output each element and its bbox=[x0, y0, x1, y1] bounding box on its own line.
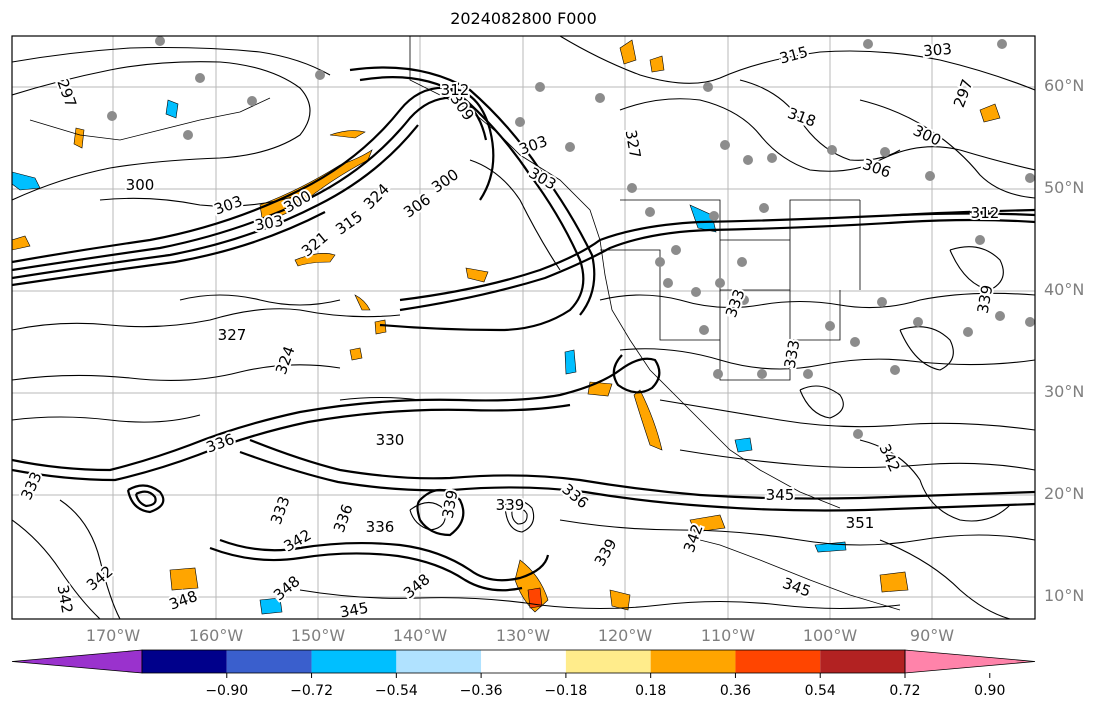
colorbar-tick-label: −0.90 bbox=[205, 683, 249, 699]
lon-label: 100°W bbox=[802, 626, 858, 645]
lon-label: 130°W bbox=[495, 626, 551, 645]
lat-label: 50°N bbox=[1044, 178, 1085, 197]
lat-label: 20°N bbox=[1044, 484, 1085, 503]
contour-label: 339 bbox=[496, 496, 525, 514]
map-title: 2024082800 F000 bbox=[450, 9, 597, 28]
lat-label: 30°N bbox=[1044, 382, 1085, 401]
contour-label: 303 bbox=[923, 40, 953, 60]
lat-label: 40°N bbox=[1044, 280, 1085, 299]
colorbar-segment bbox=[820, 650, 905, 673]
lon-label: 110°W bbox=[700, 626, 756, 645]
colorbar-segment bbox=[650, 650, 736, 673]
lon-label: 120°W bbox=[597, 626, 653, 645]
colorbar-tick-label: −0.18 bbox=[544, 683, 588, 699]
lon-label: 90°W bbox=[909, 626, 955, 645]
lon-label: 160°W bbox=[188, 626, 244, 645]
colorbar-segment bbox=[311, 650, 397, 673]
lon-label: 140°W bbox=[392, 626, 448, 645]
station-markers bbox=[107, 36, 1035, 439]
lat-label: 10°N bbox=[1044, 586, 1085, 605]
colorbar-tick-label: 0.54 bbox=[804, 683, 836, 699]
colorbar-segment bbox=[396, 650, 482, 673]
colorbar-extend-low bbox=[11, 649, 143, 674]
colorbar-tick-label: −0.36 bbox=[459, 683, 503, 699]
contour-label: 303 bbox=[253, 212, 284, 235]
major-contours bbox=[12, 66, 1035, 592]
lon-label: 170°W bbox=[85, 626, 141, 645]
colorbar-tick-label: 0.36 bbox=[719, 683, 752, 699]
colorbar-tick-label: 0.18 bbox=[635, 683, 667, 699]
minor-contours bbox=[12, 36, 1035, 619]
colorbar-segment bbox=[481, 650, 566, 673]
colorbar bbox=[11, 649, 1036, 678]
contour-label: 336 bbox=[366, 518, 395, 536]
contour-label: 327 bbox=[218, 326, 247, 344]
map-frame bbox=[11, 35, 1036, 620]
contour-label: 351 bbox=[846, 514, 875, 532]
contour-label: 300 bbox=[126, 176, 155, 194]
boundaries bbox=[29, 36, 901, 611]
contour-label: 312 bbox=[441, 81, 470, 99]
colorbar-segment bbox=[565, 650, 651, 673]
lon-label: 150°W bbox=[290, 626, 346, 645]
colorbar-outline bbox=[141, 649, 906, 674]
lat-label: 60°N bbox=[1044, 76, 1085, 95]
colorbar-segment bbox=[226, 650, 312, 673]
contour-label: 327 bbox=[622, 128, 645, 159]
colorbar-tick-label: −0.54 bbox=[374, 683, 418, 699]
contour-label: 345 bbox=[766, 486, 795, 504]
colorbar-segment bbox=[142, 650, 227, 673]
shaded-field bbox=[12, 39, 1001, 615]
colorbar-tick-label: 0.72 bbox=[889, 683, 921, 699]
contour-label: 330 bbox=[376, 431, 405, 449]
contour-label: 312 bbox=[971, 204, 1000, 222]
colorbar-tick-label: −0.72 bbox=[290, 683, 333, 699]
colorbar-segment bbox=[735, 650, 821, 673]
colorbar-extend-high bbox=[904, 649, 1036, 674]
colorbar-tick-label: 0.90 bbox=[974, 683, 1006, 699]
